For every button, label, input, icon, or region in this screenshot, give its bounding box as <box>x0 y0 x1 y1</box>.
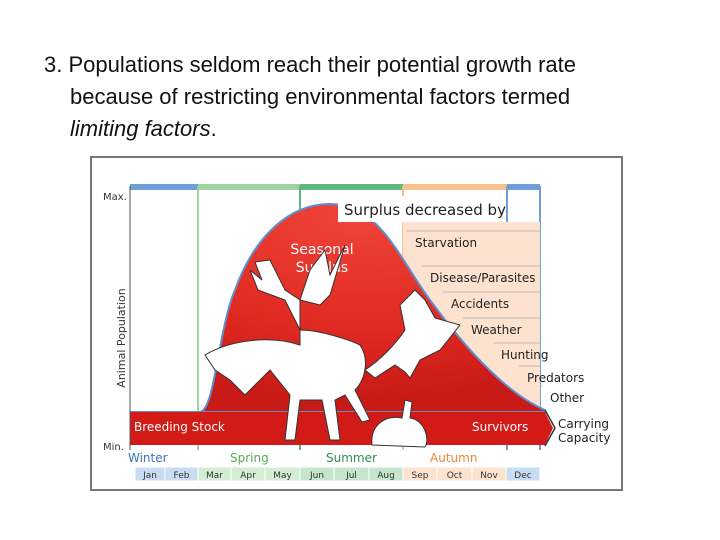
surplus-label: Seasonal <box>290 242 353 258</box>
text: . <box>210 116 217 141</box>
header: Surplus decreased by <box>344 201 506 219</box>
slide-line: limiting factors. <box>70 116 217 142</box>
month-label: Oct <box>447 471 463 481</box>
text: limiting factors <box>70 116 211 141</box>
survivors: Survivors <box>472 420 528 434</box>
month-label: Dec <box>514 471 531 481</box>
factor: Other <box>550 391 584 405</box>
factor: Predators <box>527 371 584 385</box>
max-label: Max. <box>103 192 127 203</box>
header-box <box>338 196 505 222</box>
month-label: Mar <box>206 471 223 481</box>
text: Populations seldom reach their potential… <box>68 52 576 77</box>
month-label: Jun <box>309 471 324 481</box>
breeding-band <box>130 412 553 445</box>
season-strip <box>403 184 507 190</box>
season-label: Spring <box>230 451 269 465</box>
month-label: Nov <box>480 471 498 481</box>
factor: Accidents <box>451 297 509 311</box>
month-label: Aug <box>377 471 395 481</box>
month-label: Jul <box>345 471 357 481</box>
season-label: Autumn <box>430 451 477 465</box>
factor: Weather <box>471 323 522 337</box>
animals <box>204 244 461 448</box>
season-strip <box>198 184 300 190</box>
month-label: May <box>273 471 292 481</box>
factor: Hunting <box>501 348 549 362</box>
season-strip <box>300 184 403 190</box>
chevron <box>544 409 556 447</box>
month-cell <box>505 466 541 482</box>
month-label: Feb <box>174 471 190 481</box>
month-label: Sep <box>412 471 429 481</box>
slide-line: because of restricting environmental fac… <box>70 84 570 110</box>
breeding-stock: Breeding Stock <box>134 420 225 434</box>
factor: Starvation <box>415 236 477 250</box>
item-number: 3. <box>44 52 63 77</box>
carrying-capacity: Capacity <box>558 431 610 445</box>
y-axis-label: Animal Population <box>115 288 128 387</box>
season-label: Winter <box>128 451 168 465</box>
season-strip <box>130 184 198 190</box>
min-label: Min. <box>103 442 124 453</box>
season-strip <box>507 184 540 190</box>
slide-line: 3. Populations seldom reach their potent… <box>44 52 576 78</box>
month-label: Apr <box>240 471 256 481</box>
factor: Disease/Parasites <box>430 271 536 285</box>
month-label: Jan <box>142 471 157 481</box>
season-label: Summer <box>326 451 377 465</box>
text: because of restricting environmental fac… <box>70 84 571 109</box>
carrying-capacity: Carrying <box>558 417 609 431</box>
